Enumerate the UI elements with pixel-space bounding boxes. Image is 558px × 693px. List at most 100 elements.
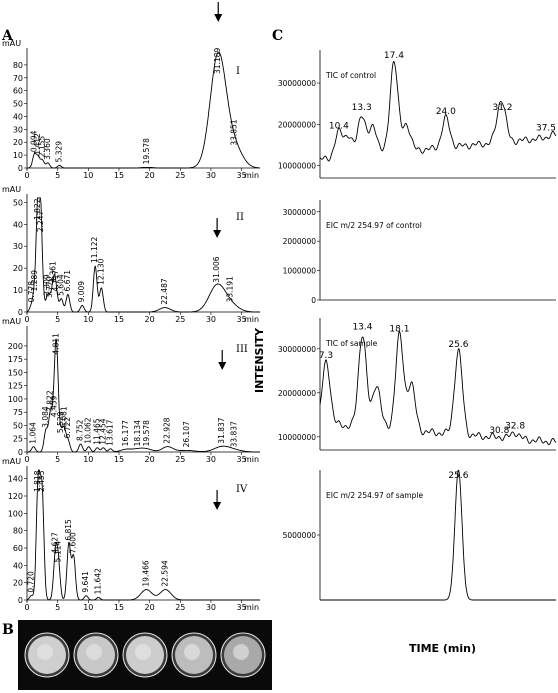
culture-center xyxy=(135,644,151,660)
ms-trace-line xyxy=(320,469,556,601)
y-tick-label: 40 xyxy=(13,561,23,570)
y-tick-label: 5000000 xyxy=(283,531,317,540)
panel-label-c: C xyxy=(272,28,283,44)
x-tick-label: 5 xyxy=(55,455,60,464)
y-tick-label: 20000000 xyxy=(278,389,316,398)
y-tick-label: 70 xyxy=(13,74,23,83)
peak-label: 1.289 xyxy=(30,270,39,292)
peak-label: 18.134 xyxy=(133,420,142,446)
x-tick-label: 5 xyxy=(55,315,60,324)
ms-trace-line xyxy=(319,330,557,445)
arrow-head-icon xyxy=(214,14,223,22)
peak-label: 1.064 xyxy=(28,422,37,444)
peak-label: 30.8 xyxy=(489,426,509,436)
peak-label: 2.155 xyxy=(37,136,46,158)
chromatogram-roman-label: II xyxy=(236,212,244,223)
peak-label: 11.642 xyxy=(93,568,102,594)
petri-photo xyxy=(18,620,272,690)
y-tick-label: 0 xyxy=(18,308,23,317)
x-tick-label: 15 xyxy=(114,171,124,180)
chromatogram-trace xyxy=(26,197,260,313)
x-axis-unit: min xyxy=(244,603,259,612)
y-axis-unit: mAU xyxy=(2,317,21,326)
peak-label: 3.822 xyxy=(45,390,54,412)
peak-label: 4.361 xyxy=(49,261,58,283)
peak-label: 32.8 xyxy=(505,421,525,431)
y-tick-label: 50 xyxy=(13,421,23,430)
x-tick-label: 0 xyxy=(24,603,29,612)
peak-label: 11.465 xyxy=(92,418,101,444)
y-tick-label: 10 xyxy=(13,286,23,295)
x-tick-label: 25 xyxy=(175,455,185,464)
ms-trace-3: 10000000 20000000 30000000 TIC of sample 7.3… xyxy=(278,318,557,451)
panel-label-b: B xyxy=(2,622,14,638)
peak-label: 25.6 xyxy=(448,471,468,481)
y-tick-label: 200 xyxy=(8,342,23,351)
arrow-head-icon xyxy=(213,230,222,238)
peak-label: 0.778 xyxy=(27,281,36,303)
x-tick-label: 35 xyxy=(237,171,247,180)
ms-trace-1: 10000000 20000000 30000000 TIC of control 10… xyxy=(278,50,557,179)
peak-label: 18.1 xyxy=(389,325,409,335)
peak-label: 5.329 xyxy=(54,141,63,163)
y-tick-label: 50 xyxy=(13,198,23,207)
peak-label: 2.455 xyxy=(37,470,46,492)
y-tick-label: 75 xyxy=(13,408,23,417)
y-axis-unit: mAU xyxy=(2,39,21,48)
chromatogram-trace xyxy=(26,469,260,601)
panel-label-a: A xyxy=(1,28,14,44)
chromatogram-trace xyxy=(27,51,260,169)
peak-label: 7.3 xyxy=(319,351,333,361)
peak-label: 9.641 xyxy=(81,571,90,593)
peak-label: 5.114 xyxy=(53,541,62,563)
x-tick-label: 10 xyxy=(83,171,93,180)
peak-label: 25.6 xyxy=(448,340,468,350)
peak-label: 6.671 xyxy=(63,270,72,292)
x-axis-unit: min xyxy=(244,315,259,324)
peak-label: 5.604 xyxy=(56,274,65,296)
peak-label: 2.247 xyxy=(36,211,45,233)
y-tick-label: 125 xyxy=(8,382,23,391)
peak-label: 12.130 xyxy=(96,258,105,284)
peak-label: 10.4 xyxy=(329,122,349,132)
peak-label: 31.2 xyxy=(492,103,512,113)
x-tick-label: 20 xyxy=(145,603,155,612)
x-tick-label: 30 xyxy=(206,315,216,324)
peak-label: 26.107 xyxy=(182,421,191,447)
peak-label: 0.994 xyxy=(29,130,38,152)
y-tick-label: 10000000 xyxy=(278,433,316,442)
chromatogram-1: 0 10 20 30 40 50 60 70 80 0 5 10 15 20 25 30 35 mAU min I 0.… xyxy=(2,2,260,180)
peak-label: 3.360 xyxy=(43,138,52,160)
peak-label: 4.811 xyxy=(51,333,60,355)
peak-label: 1.818 xyxy=(33,470,42,492)
peak-label: 6.722 xyxy=(63,417,72,439)
peak-label: 33.851 xyxy=(230,119,239,145)
x-tick-label: 35 xyxy=(237,603,247,612)
x-tick-label: 20 xyxy=(145,171,155,180)
peak-label: 22.928 xyxy=(163,417,172,443)
x-tick-label: 10 xyxy=(83,455,93,464)
peak-label: 7.600 xyxy=(69,532,78,554)
culture-center xyxy=(37,644,53,660)
y-tick-label: 175 xyxy=(8,355,23,364)
x-tick-label: 15 xyxy=(114,315,124,324)
y-tick-label: 30 xyxy=(13,242,23,251)
y-tick-label: 0 xyxy=(18,596,23,605)
peak-label: 11.122 xyxy=(90,236,99,262)
peak-label: 31.006 xyxy=(212,256,221,282)
peak-label: 22.487 xyxy=(160,278,169,304)
x-axis-unit: min xyxy=(244,171,259,180)
arrow-head-icon xyxy=(218,362,227,370)
chromatogram-roman-label: III xyxy=(236,344,248,355)
peak-label: 4.717 xyxy=(51,270,60,292)
peak-label: 12.454 xyxy=(98,418,107,444)
y-tick-label: 20 xyxy=(13,579,23,588)
peak-label: 3.084 xyxy=(41,406,50,428)
y-tick-label: 30 xyxy=(13,125,23,134)
peak-label: 33.837 xyxy=(229,421,238,447)
peak-label: 3.309 xyxy=(42,274,51,296)
intensity-axis-label: INTENSITY xyxy=(253,327,266,393)
peak-label: 31.189 xyxy=(213,48,222,74)
